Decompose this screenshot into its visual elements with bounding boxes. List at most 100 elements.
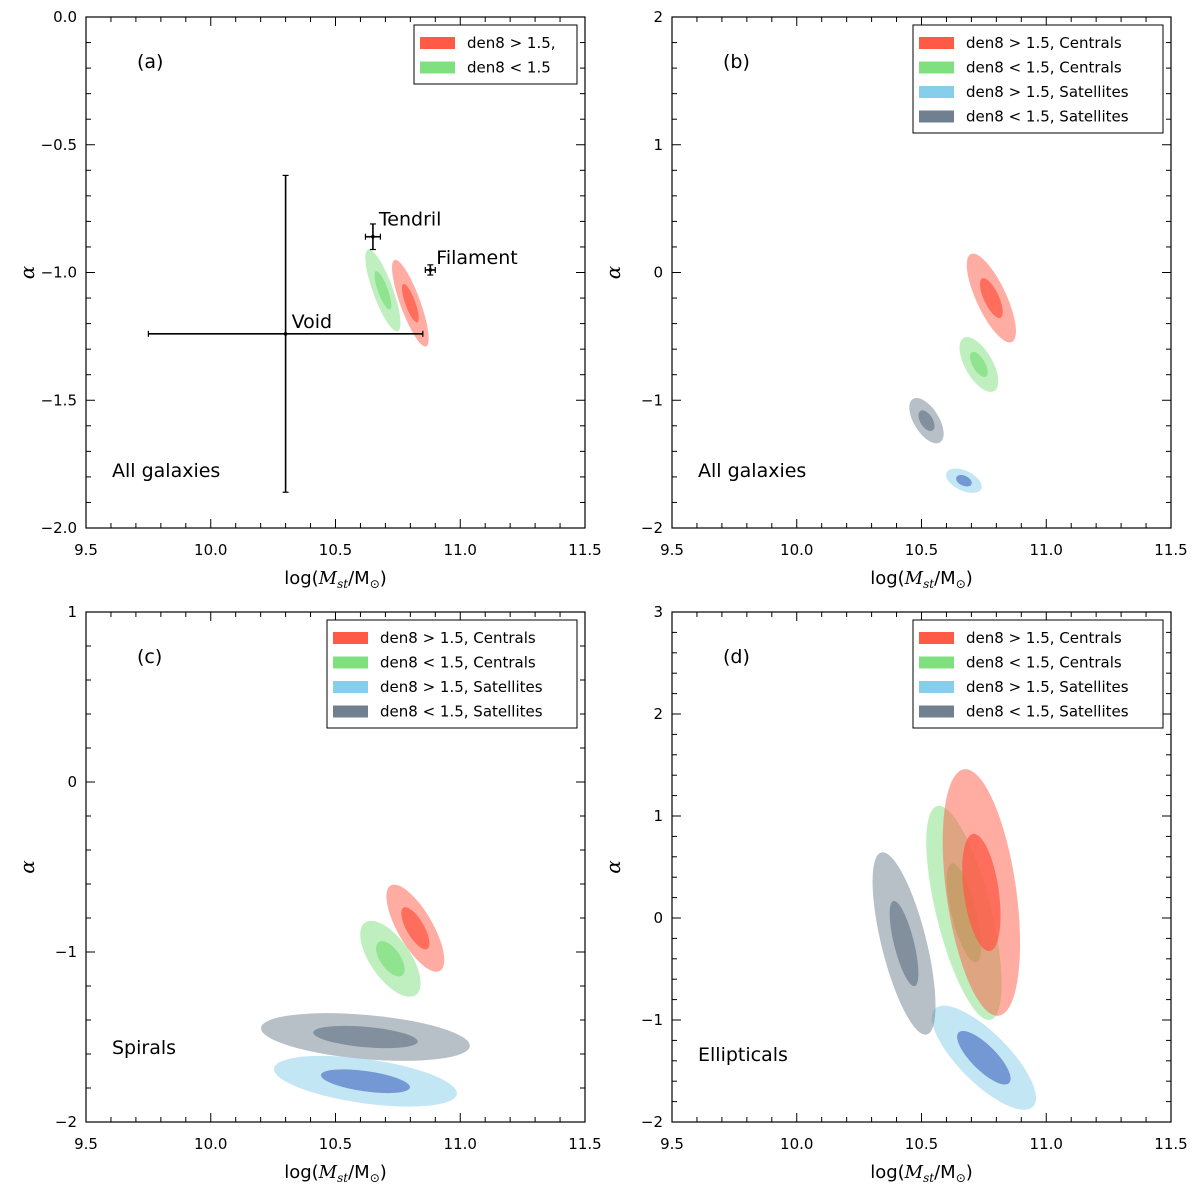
legend-swatch xyxy=(919,110,954,123)
legend-entry-label: den8 > 1.5, Satellites xyxy=(966,83,1129,101)
x-axis-label-part: ⊙ xyxy=(956,577,966,591)
x-tick-label: 9.5 xyxy=(660,541,684,559)
x-tick-label: 9.5 xyxy=(74,541,98,559)
y-tick-label: −1.5 xyxy=(41,391,77,409)
legend-swatch xyxy=(919,86,954,98)
panel-c: 9.5 10.0 10.5 11.0 11.5 −2 −1 0 1 log(Mst/M⊙) α (c)… xyxy=(15,603,602,1185)
y-tick-label: −1 xyxy=(641,391,663,409)
y-axis-label: α xyxy=(601,265,625,279)
x-axis-label-part: /M xyxy=(348,1162,370,1183)
x-tick-label: 10.0 xyxy=(194,541,227,559)
point-label-void: Void xyxy=(292,311,333,333)
x-axis-label: log(Mst/M⊙) xyxy=(284,568,387,591)
ellipse-0 xyxy=(386,884,445,972)
legend-swatch xyxy=(333,705,368,718)
x-axis-label-part: ⊙ xyxy=(956,1171,966,1185)
y-tick-label: −2 xyxy=(641,1113,663,1131)
legend-swatch xyxy=(333,632,368,644)
y-tick-label: 0 xyxy=(67,773,77,791)
legend-swatch xyxy=(919,61,954,74)
confidence-ellipse-inner xyxy=(401,907,430,950)
x-tick-label: 11.5 xyxy=(1154,1135,1187,1153)
tick-marks xyxy=(85,16,586,529)
y-tick-label: −2 xyxy=(55,1113,77,1131)
panel-label: (a) xyxy=(137,51,163,73)
y-tick-label: 2 xyxy=(653,8,663,26)
legend-entry-label: den8 > 1.5, Centrals xyxy=(380,629,536,647)
confidence-ellipse-inner xyxy=(376,941,405,977)
y-tick-label: 1 xyxy=(67,603,77,621)
x-axis-label-part: /M xyxy=(348,568,370,589)
y-tick-label: 1 xyxy=(653,807,663,825)
x-tick-label: 10.0 xyxy=(780,1135,813,1153)
confidence-ellipse-inner xyxy=(918,410,935,431)
y-tick-label: −1 xyxy=(55,943,77,961)
x-tick-label: 10.5 xyxy=(905,541,938,559)
tick-marks xyxy=(671,16,1172,529)
y-tick-label: 0 xyxy=(653,264,663,282)
point-marker xyxy=(428,268,433,272)
legend-swatch xyxy=(919,656,954,669)
x-axis-label-part: log( xyxy=(870,1162,904,1183)
legend: den8 > 1.5, Centrals den8 < 1.5, Centrals… xyxy=(912,24,1164,134)
confidence-ellipse-inner xyxy=(956,475,972,487)
confidence-ellipse-inner xyxy=(401,283,419,323)
errorbar-point-filament: Filament xyxy=(424,247,518,276)
legend-entry-label: den8 < 1.5 xyxy=(467,59,551,77)
ellipse-1 xyxy=(959,337,999,392)
x-tick-label: 10.0 xyxy=(194,1135,227,1153)
legend-entry-label: den8 > 1.5, Centrals xyxy=(966,34,1122,52)
x-tick-label: 11.5 xyxy=(568,541,601,559)
y-tick-label: −2.0 xyxy=(41,519,77,537)
x-axis-label: log(Mst/M⊙) xyxy=(870,1162,973,1185)
subset-label: All galaxies xyxy=(698,460,806,482)
legend-entry-label: den8 > 1.5, xyxy=(467,34,556,52)
x-axis-label-part: st xyxy=(337,1171,348,1185)
legend-entry-label: den8 < 1.5, Centrals xyxy=(966,59,1122,77)
ellipse-2 xyxy=(909,398,944,444)
x-axis-label-part: /M xyxy=(934,568,956,589)
x-tick-label: 10.5 xyxy=(319,541,352,559)
errorbar-point-void: Void xyxy=(147,174,424,493)
plot-area xyxy=(872,769,1036,1110)
x-tick-label: 10.5 xyxy=(319,1135,352,1153)
legend-swatch xyxy=(919,681,954,693)
ellipse-3 xyxy=(942,769,1021,1016)
legend-swatch xyxy=(333,656,368,669)
x-axis-label-part: ⊙ xyxy=(370,1171,380,1185)
x-axis-label-part: st xyxy=(923,1171,934,1185)
y-tick-label: 2 xyxy=(653,705,663,723)
y-tick-label: 0.0 xyxy=(53,8,77,26)
legend-swatch xyxy=(333,681,368,693)
plot-area: Void Tendril Filament xyxy=(147,174,518,493)
legend: den8 > 1.5, Centrals den8 < 1.5, Centrals… xyxy=(326,619,578,729)
x-axis-label-part: ) xyxy=(966,1162,973,1183)
legend-entry-label: den8 > 1.5, Satellites xyxy=(966,678,1129,696)
ellipse-1 xyxy=(872,852,936,1035)
y-tick-label: −2 xyxy=(641,519,663,537)
x-tick-label: 11.0 xyxy=(444,1135,477,1153)
legend-frame xyxy=(912,24,1164,134)
legend-entry-label: den8 > 1.5, Centrals xyxy=(966,629,1122,647)
ellipse-1 xyxy=(360,920,421,997)
x-axis-label-part: st xyxy=(923,577,934,591)
ellipse-0 xyxy=(392,259,429,347)
y-tick-label: −0.5 xyxy=(41,136,77,154)
legend-swatch xyxy=(420,61,455,74)
x-axis-label-part: ) xyxy=(380,1162,387,1183)
axes-frame xyxy=(85,16,586,529)
confidence-ellipse-inner xyxy=(313,1025,418,1049)
ellipse-0 xyxy=(931,1005,1036,1110)
y-axis-label: α xyxy=(15,265,39,279)
subset-label: Spirals xyxy=(112,1037,176,1059)
x-axis-label-part: M xyxy=(318,568,338,589)
point-marker xyxy=(283,332,288,336)
x-tick-label: 11.5 xyxy=(1154,541,1187,559)
x-axis-label-part: st xyxy=(337,577,348,591)
tick-marks xyxy=(85,611,586,1123)
x-axis-label-part: M xyxy=(904,1162,924,1183)
confidence-ellipse-inner xyxy=(962,833,1001,952)
legend-frame xyxy=(912,619,1164,729)
ellipse-1 xyxy=(365,249,401,332)
